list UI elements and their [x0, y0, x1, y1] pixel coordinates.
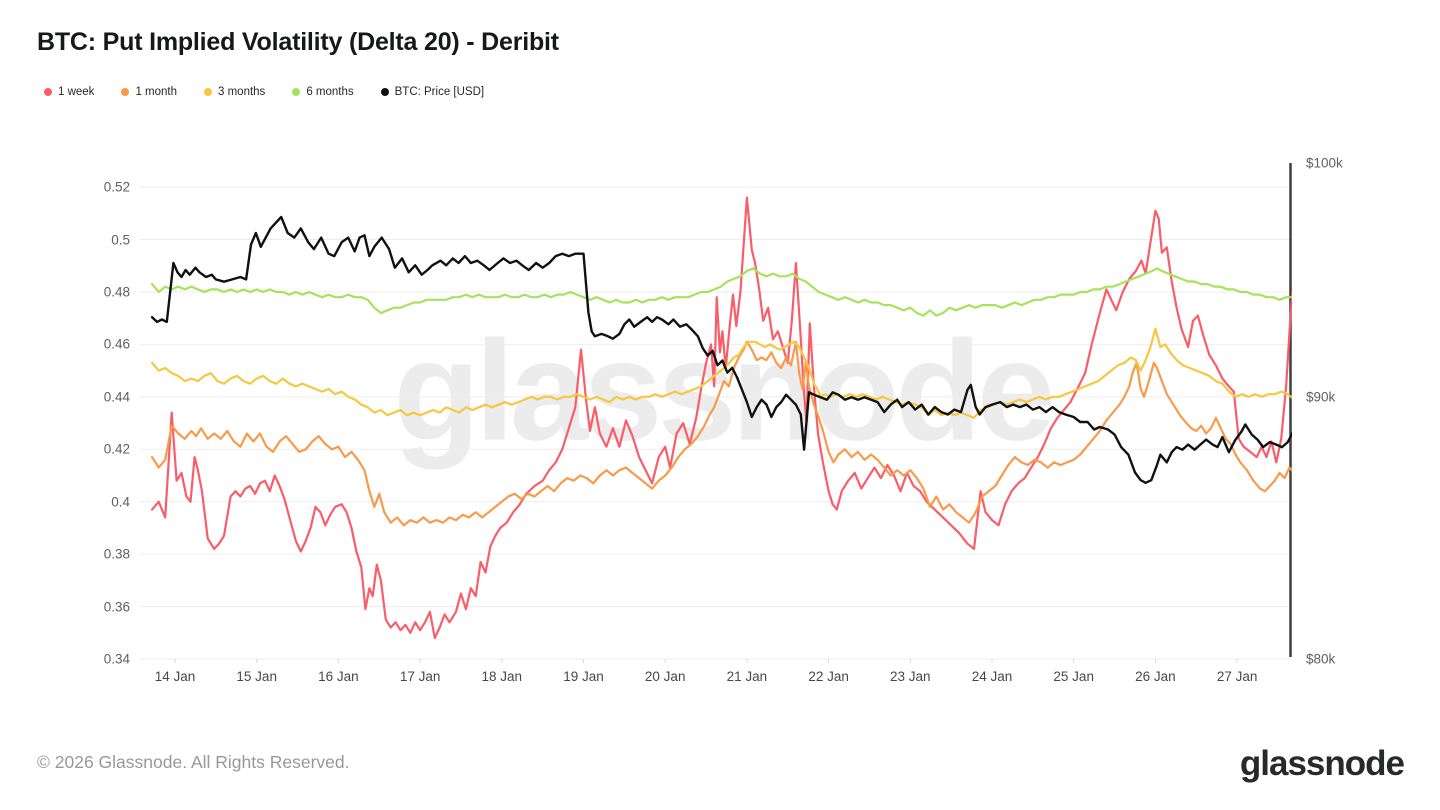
y-axis-tick-label: 0.36 — [103, 599, 130, 615]
y-axis-tick-label: 0.44 — [103, 389, 130, 405]
y-axis-tick-label: 0.42 — [103, 441, 130, 457]
x-axis-tick-label: 14 Jan — [154, 669, 196, 684]
x-axis-tick-label: 17 Jan — [399, 669, 441, 684]
x-axis-tick-label: 22 Jan — [808, 669, 849, 684]
legend-item-1-month[interactable]: 1 month — [121, 86, 177, 98]
legend-label: BTC: Price [USD] — [394, 86, 485, 98]
x-axis-tick-label: 18 Jan — [481, 669, 523, 684]
price-axis-tick-label: $90k — [1306, 389, 1336, 405]
x-axis-tick-label: 16 Jan — [318, 669, 359, 684]
legend-dot-1-week-icon — [44, 88, 52, 96]
y-axis-tick-label: 0.46 — [103, 336, 130, 352]
legend-label: 1 month — [135, 86, 177, 98]
legend-label: 1 week — [58, 86, 95, 98]
copyright-text: © 2026 Glassnode. All Rights Reserved. — [37, 752, 350, 772]
legend-dot-btc-price-icon — [380, 88, 389, 96]
x-axis-tick-label: 24 Jan — [971, 669, 1013, 684]
y-axis-tick-label: 0.38 — [103, 546, 130, 562]
x-axis-tick-label: 19 Jan — [563, 669, 604, 684]
y-axis-tick-label: 0.34 — [103, 651, 130, 667]
legend-dot-6-months-icon — [292, 88, 301, 96]
y-axis-tick-label: 0.52 — [103, 179, 130, 195]
y-axis-tick-label: 0.5 — [111, 232, 130, 248]
x-axis-tick-label: 26 Jan — [1135, 669, 1176, 684]
legend-label: 3 months — [218, 86, 266, 98]
chart-plot-area[interactable] — [140, 163, 1292, 663]
x-axis-tick-label: 25 Jan — [1053, 669, 1094, 684]
legend-item-1-week[interactable]: 1 week — [44, 86, 94, 98]
glassnode-logo: glassnode — [1239, 744, 1405, 783]
series-line-3-months — [151, 327, 1292, 419]
page-title: BTC: Put Implied Volatility (Delta 20) -… — [37, 28, 559, 56]
x-axis-tick-label: 20 Jan — [644, 669, 686, 684]
series-line-6-months — [151, 267, 1292, 317]
y-axis-tick-label: 0.48 — [103, 284, 130, 300]
price-axis-tick-label: $100k — [1306, 155, 1343, 171]
glassnode-watermark: glassnode — [393, 311, 1055, 471]
x-axis-tick-label: 21 Jan — [726, 669, 768, 684]
legend-item-btc-price[interactable]: BTC: Price [USD] — [380, 86, 485, 98]
legend-item-6-months[interactable]: 6 months — [292, 86, 354, 98]
x-axis-tick-label: 23 Jan — [890, 669, 931, 684]
legend-item-3-months[interactable]: 3 months — [204, 86, 265, 98]
legend-label: 6 months — [306, 86, 354, 98]
series-line-1-month — [151, 340, 1292, 527]
series-line-1-week — [151, 196, 1292, 640]
x-axis-tick-label: 15 Jan — [236, 669, 277, 684]
legend-dot-1-month-icon — [121, 88, 130, 96]
x-axis-tick-label: 27 Jan — [1216, 669, 1258, 684]
y-axis-tick-label: 0.4 — [111, 494, 130, 510]
series-line-btc-price-usd — [150, 215, 1292, 484]
price-axis-tick-label: $80k — [1306, 651, 1336, 667]
chart-legend: 1 week 1 month 3 months 6 months BTC: Pr… — [44, 86, 484, 98]
legend-dot-3-months-icon — [204, 88, 212, 96]
